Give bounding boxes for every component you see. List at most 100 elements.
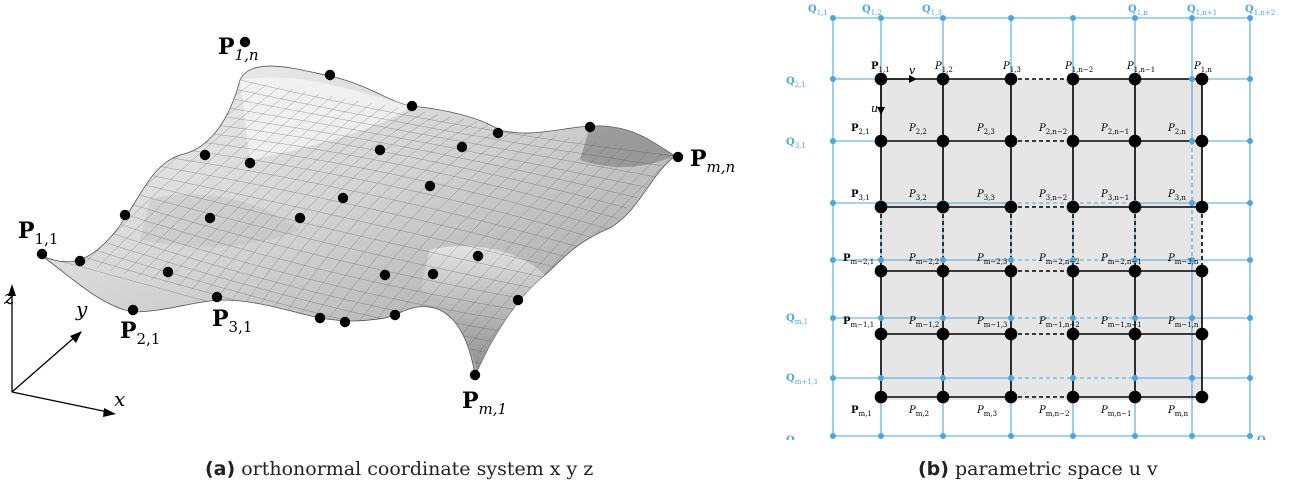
direction-arrows — [877, 75, 917, 115]
patch-region — [881, 79, 1202, 400]
p-point — [1004, 200, 1018, 214]
q-point — [1070, 375, 1076, 381]
q-label: Q1,n+1 — [1187, 4, 1217, 17]
p-point — [1066, 200, 1080, 214]
q-point — [1247, 15, 1253, 21]
surface-mesh-line — [437, 146, 623, 344]
p-point — [1128, 327, 1142, 341]
surface-mesh-line — [273, 118, 465, 308]
p-label: P1,2 — [934, 61, 953, 74]
q-point — [1189, 375, 1195, 381]
control-point — [324, 69, 336, 81]
control-point — [244, 157, 256, 169]
surface-mesh-line — [246, 114, 438, 302]
p-label: Pm,3 — [976, 405, 997, 418]
p-label: Pm,n−1 — [1100, 405, 1131, 418]
control-point — [204, 212, 216, 224]
axis-label-z: z — [3, 285, 15, 309]
p-label: P3,n−1 — [1100, 189, 1129, 202]
p-label: P2,n — [1167, 123, 1186, 136]
p-label: P1,n−2 — [1064, 61, 1093, 74]
control-point — [389, 309, 401, 321]
control-point — [379, 269, 391, 281]
q-label: Qm+2,1 — [786, 435, 818, 440]
p-point — [1004, 264, 1018, 278]
q-point — [1008, 15, 1014, 21]
p-point — [1128, 200, 1142, 214]
control-point — [469, 369, 481, 381]
direction-label-v: v — [909, 64, 916, 77]
parametric-grid-diagram: P1,1 P1,2 P1,3 P1,n−2 P1,n−1 P1,n P2,1 P2,2 P2,3… — [786, 4, 1275, 440]
p-label: Pm−1,n — [1167, 316, 1199, 329]
q-point — [1132, 315, 1138, 321]
q-point — [830, 138, 836, 144]
surface-mesh-line — [478, 153, 662, 354]
p-label: Pm,n — [1167, 405, 1189, 418]
axis-label-x: x — [114, 387, 125, 411]
q-point — [1008, 375, 1014, 381]
q-point — [1008, 433, 1014, 439]
control-point — [584, 121, 596, 133]
p-point — [874, 134, 888, 148]
control-point — [339, 316, 351, 328]
q-point — [830, 375, 836, 381]
p-label: Pm,2 — [908, 405, 929, 418]
q-point — [940, 375, 946, 381]
p-point — [1128, 134, 1142, 148]
surface-mesh-line — [178, 102, 372, 287]
caption-b-text: parametric space u v — [954, 458, 1158, 480]
p-point — [936, 134, 950, 148]
p-point — [1066, 134, 1080, 148]
surface-mesh-line — [98, 205, 533, 313]
p-label: Pm−2,n−1 — [1100, 253, 1142, 266]
q-point — [940, 15, 946, 21]
p-point — [1195, 72, 1209, 86]
surface-mesh-line — [219, 109, 412, 296]
surface-mesh-line — [136, 172, 571, 271]
control-point — [492, 127, 504, 139]
surface-mesh-line — [205, 107, 399, 293]
p-label: P3,3 — [976, 189, 995, 202]
caption-b-tag: (b) — [918, 458, 949, 480]
control-point — [456, 141, 468, 153]
surface-mesh-line — [150, 98, 346, 281]
direction-label-u: u — [871, 102, 878, 115]
p-point — [1004, 327, 1018, 341]
caption-b: (b) parametric space u v — [918, 458, 1158, 480]
p-point — [874, 200, 888, 214]
control-point — [211, 291, 223, 303]
surface-mesh-line — [164, 100, 359, 284]
surface-mesh-line — [382, 137, 570, 332]
p-point — [1004, 390, 1018, 404]
p-point — [1004, 72, 1018, 86]
p-label: P1,1 — [871, 61, 890, 74]
label-p-m-1: Pm,1 — [462, 388, 507, 418]
p-label: Pm,n−2 — [1038, 405, 1069, 418]
surface-mesh-line — [464, 151, 649, 351]
p-point — [1195, 134, 1209, 148]
surface-mesh-line — [183, 130, 618, 219]
q-point — [1132, 15, 1138, 21]
axis-label-y: y — [75, 297, 88, 321]
surface-mesh-line — [230, 88, 666, 167]
coordinate-axes — [8, 284, 116, 417]
surface-mesh-line — [423, 144, 610, 341]
q-point — [830, 15, 836, 21]
q-label: Q1,n+2 — [1245, 4, 1275, 17]
control-point — [294, 212, 306, 224]
p-label: P3,n−2 — [1038, 189, 1067, 202]
p-point — [874, 327, 888, 341]
p-label: P1,n−1 — [1126, 61, 1155, 74]
q-point — [1189, 257, 1195, 263]
p-point — [936, 200, 950, 214]
control-point — [512, 294, 524, 306]
surface-mesh-line — [155, 155, 590, 251]
p-label: Pm−2,2 — [908, 253, 939, 266]
q-point — [1189, 200, 1195, 206]
q-point — [878, 257, 884, 263]
q-point — [1132, 257, 1138, 263]
p-point — [874, 264, 888, 278]
q-point — [830, 76, 836, 82]
control-point — [406, 100, 418, 112]
control-point — [424, 180, 436, 192]
